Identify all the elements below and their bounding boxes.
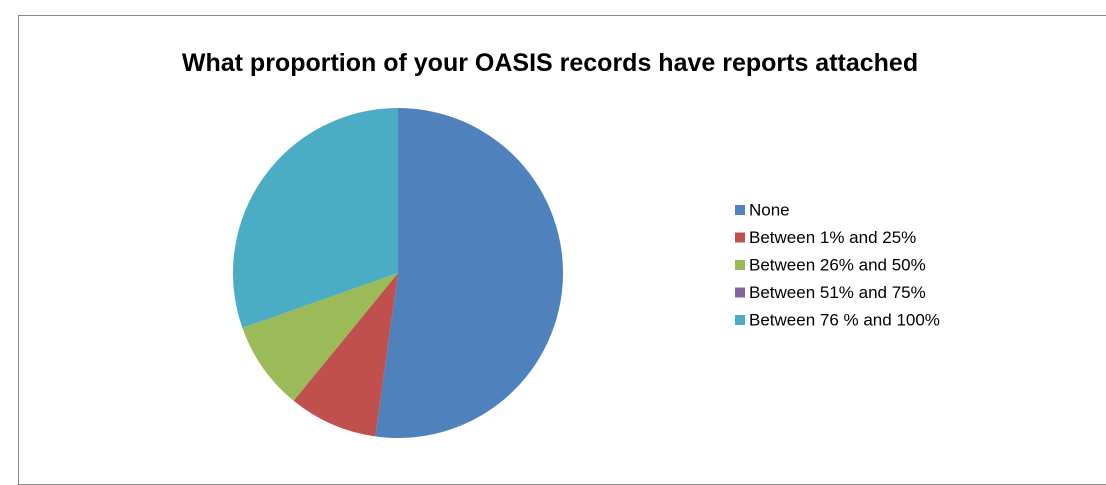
pie-slice <box>242 273 398 401</box>
pie-slice <box>375 108 563 438</box>
legend-swatch <box>735 315 745 325</box>
legend-label: Between 76 % and 100% <box>749 310 940 329</box>
chart-title: What proportion of your OASIS records ha… <box>181 49 919 77</box>
legend-swatch <box>735 260 745 270</box>
legend-swatch <box>735 287 745 298</box>
legend-label: Between 51% and 75% <box>749 283 926 302</box>
legend-swatch <box>735 205 745 215</box>
legend-label: Between 1% and 25% <box>749 228 916 247</box>
pie-slice <box>233 108 398 328</box>
chart: None Between 1% and 25% Between 26% and 50… <box>233 108 940 438</box>
legend-label: None <box>749 200 790 219</box>
pie-slice <box>293 273 398 437</box>
legend-label: Between 26% and 50% <box>749 255 926 274</box>
legend-swatch <box>735 232 745 243</box>
page: What proportion of your OASIS records ha… <box>18 15 1106 485</box>
